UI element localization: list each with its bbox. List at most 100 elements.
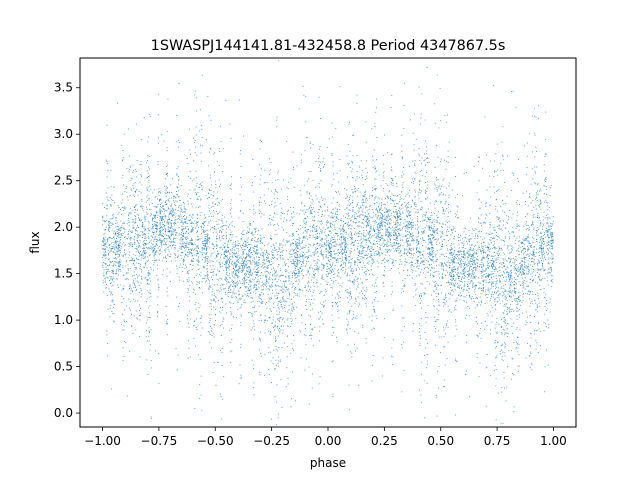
data-point xyxy=(387,229,389,231)
data-point xyxy=(331,236,333,238)
data-point xyxy=(446,264,448,266)
data-point xyxy=(529,193,531,195)
data-point xyxy=(460,250,462,252)
data-point xyxy=(551,242,553,244)
data-point xyxy=(312,252,314,254)
data-point xyxy=(132,194,134,196)
data-point xyxy=(487,275,489,277)
data-point xyxy=(113,232,115,234)
data-point xyxy=(239,297,241,299)
data-point xyxy=(292,275,293,277)
data-point xyxy=(316,185,318,187)
data-point xyxy=(436,187,438,189)
data-point xyxy=(210,255,212,257)
data-point xyxy=(386,215,388,217)
data-point xyxy=(191,243,193,245)
data-point xyxy=(399,246,401,248)
data-point xyxy=(531,245,532,247)
data-point xyxy=(389,233,391,235)
data-point xyxy=(288,304,290,306)
data-point xyxy=(130,288,132,290)
data-point xyxy=(195,308,197,310)
data-point xyxy=(473,257,474,259)
data-point xyxy=(145,261,147,263)
data-point xyxy=(130,177,132,179)
data-point xyxy=(205,195,207,197)
data-point xyxy=(149,312,151,314)
data-point xyxy=(494,243,496,245)
data-point xyxy=(164,210,166,212)
data-point xyxy=(339,285,341,286)
data-point xyxy=(486,268,487,270)
data-point xyxy=(144,247,146,249)
data-point xyxy=(550,247,552,249)
data-point xyxy=(280,304,282,306)
data-point xyxy=(245,241,247,243)
data-point xyxy=(373,149,375,151)
data-point xyxy=(188,241,190,243)
data-point xyxy=(474,277,476,279)
data-point xyxy=(380,217,382,219)
data-point xyxy=(146,189,148,191)
data-point xyxy=(204,277,206,279)
data-point xyxy=(352,242,353,243)
data-point xyxy=(299,255,301,257)
data-point xyxy=(485,213,487,215)
data-point xyxy=(304,295,306,297)
data-point xyxy=(510,283,511,285)
data-point xyxy=(201,125,203,126)
data-point xyxy=(483,242,484,244)
data-point xyxy=(150,268,152,270)
data-point xyxy=(422,254,424,256)
data-point xyxy=(317,220,319,222)
data-point xyxy=(328,234,330,236)
data-point xyxy=(200,233,202,235)
data-point xyxy=(377,223,379,225)
data-point xyxy=(154,215,156,217)
data-point xyxy=(383,259,385,261)
data-point xyxy=(389,198,391,200)
data-point xyxy=(506,299,508,301)
data-point xyxy=(477,259,479,261)
data-point xyxy=(430,254,432,256)
data-point xyxy=(331,244,333,246)
data-point xyxy=(139,254,141,256)
data-point xyxy=(305,222,307,223)
data-point xyxy=(545,214,547,216)
data-point xyxy=(318,383,320,385)
data-point xyxy=(162,216,164,218)
data-point xyxy=(442,266,444,268)
data-point xyxy=(469,281,471,283)
data-point xyxy=(303,219,305,221)
data-point xyxy=(503,271,505,272)
data-point xyxy=(386,242,388,244)
data-point xyxy=(478,160,479,162)
data-point xyxy=(128,229,130,231)
data-point xyxy=(379,226,381,227)
data-point xyxy=(161,134,163,136)
data-point xyxy=(501,349,502,351)
data-point xyxy=(153,250,154,252)
data-point xyxy=(460,266,462,268)
data-point xyxy=(247,290,249,292)
data-point xyxy=(329,260,331,262)
data-point xyxy=(454,230,456,232)
data-point xyxy=(250,269,251,271)
data-point xyxy=(106,295,108,296)
data-point xyxy=(470,217,471,219)
data-point xyxy=(477,248,479,250)
data-point xyxy=(417,243,419,245)
data-point xyxy=(343,250,345,252)
data-point xyxy=(215,384,217,386)
data-point xyxy=(514,298,516,299)
data-point xyxy=(165,203,167,205)
data-point xyxy=(516,315,518,317)
data-point xyxy=(361,174,363,176)
data-point xyxy=(213,153,215,155)
data-point xyxy=(104,243,105,245)
data-point xyxy=(116,247,118,249)
data-point xyxy=(405,221,407,223)
data-point xyxy=(270,235,272,237)
data-point xyxy=(378,230,380,232)
data-point xyxy=(167,199,169,201)
